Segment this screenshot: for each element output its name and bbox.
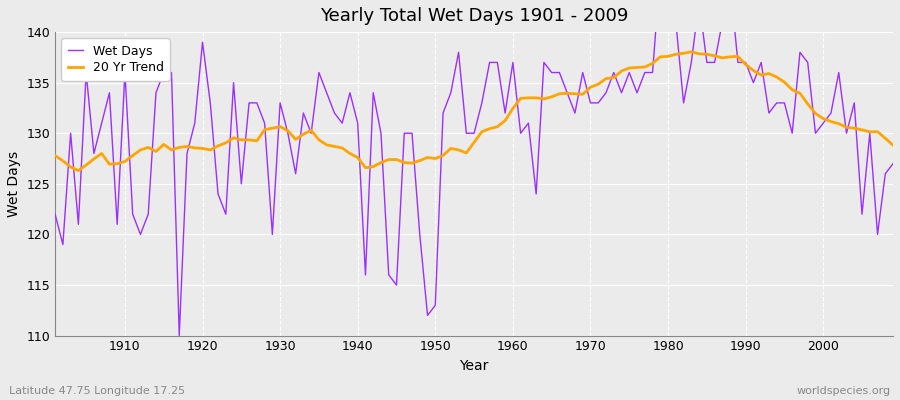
20 Yr Trend <box>50 153 60 158</box>
Legend: Wet Days, 20 Yr Trend: Wet Days, 20 Yr Trend <box>61 38 170 80</box>
Wet Days <box>290 171 301 176</box>
Line: Wet Days: Wet Days <box>55 0 893 336</box>
Text: Latitude 47.75 Longitude 17.25: Latitude 47.75 Longitude 17.25 <box>9 386 185 396</box>
Y-axis label: Wet Days: Wet Days <box>7 151 21 217</box>
20 Yr Trend <box>887 143 898 148</box>
X-axis label: Year: Year <box>459 359 489 373</box>
Wet Days <box>50 212 60 217</box>
Line: 20 Yr Trend: 20 Yr Trend <box>55 52 893 171</box>
Wet Days <box>112 222 122 227</box>
20 Yr Trend <box>515 96 526 101</box>
Wet Days <box>174 333 184 338</box>
Wet Days <box>887 161 898 166</box>
Wet Days <box>337 121 347 126</box>
20 Yr Trend <box>120 159 130 164</box>
20 Yr Trend <box>508 106 518 111</box>
Wet Days <box>515 131 526 136</box>
20 Yr Trend <box>290 137 301 142</box>
20 Yr Trend <box>73 168 84 173</box>
20 Yr Trend <box>337 146 347 150</box>
Text: worldspecies.org: worldspecies.org <box>796 386 891 396</box>
20 Yr Trend <box>686 49 697 54</box>
Wet Days <box>508 60 518 65</box>
Wet Days <box>608 70 619 75</box>
20 Yr Trend <box>608 75 619 80</box>
Title: Yearly Total Wet Days 1901 - 2009: Yearly Total Wet Days 1901 - 2009 <box>320 7 628 25</box>
